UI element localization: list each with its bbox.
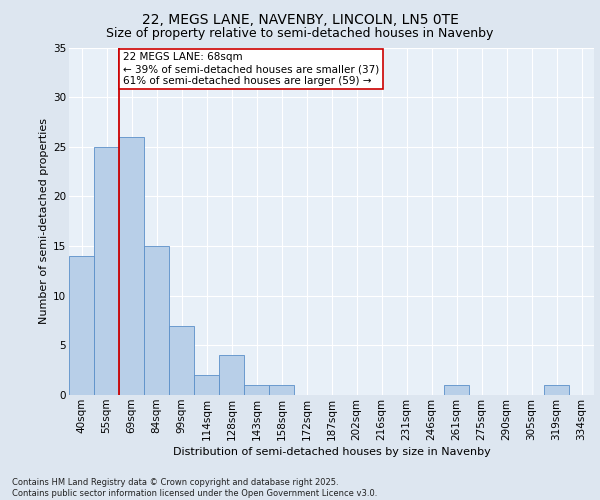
Y-axis label: Number of semi-detached properties: Number of semi-detached properties: [39, 118, 49, 324]
Text: 22 MEGS LANE: 68sqm
← 39% of semi-detached houses are smaller (37)
61% of semi-d: 22 MEGS LANE: 68sqm ← 39% of semi-detach…: [123, 52, 379, 86]
X-axis label: Distribution of semi-detached houses by size in Navenby: Distribution of semi-detached houses by …: [173, 447, 490, 457]
Bar: [144, 246, 169, 395]
Bar: [69, 256, 94, 395]
Bar: [169, 326, 194, 395]
Bar: [194, 375, 219, 395]
Text: 22, MEGS LANE, NAVENBY, LINCOLN, LN5 0TE: 22, MEGS LANE, NAVENBY, LINCOLN, LN5 0TE: [142, 12, 458, 26]
Bar: [219, 356, 244, 395]
Bar: [269, 385, 294, 395]
Bar: [544, 385, 569, 395]
Bar: [444, 385, 469, 395]
Text: Size of property relative to semi-detached houses in Navenby: Size of property relative to semi-detach…: [106, 28, 494, 40]
Text: Contains HM Land Registry data © Crown copyright and database right 2025.
Contai: Contains HM Land Registry data © Crown c…: [12, 478, 377, 498]
Bar: [244, 385, 269, 395]
Bar: [94, 147, 119, 395]
Bar: [119, 137, 144, 395]
